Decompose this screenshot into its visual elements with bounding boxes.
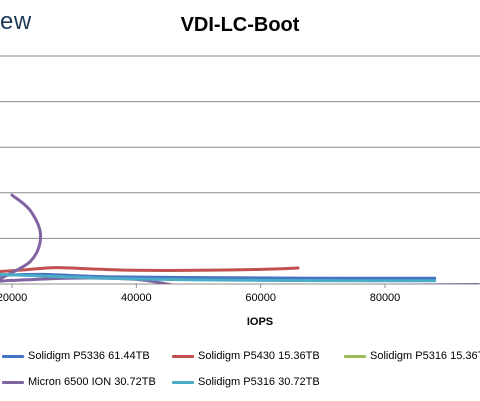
legend-item: Solidigm P5336 61.44TB (2, 350, 150, 362)
legend-label: Solidigm P5336 61.44TB (28, 350, 150, 362)
brand-logo: ew (0, 8, 32, 35)
legend-label: Solidigm P5316 30.72TB (198, 376, 320, 388)
x-tick-label: 40000 (121, 292, 152, 304)
chart-legend: Solidigm P5336 61.44TB Solidigm P5430 15.… (0, 346, 480, 396)
legend-item: Solidigm P5430 15.36TB (172, 350, 320, 362)
series-line-0 (0, 272, 437, 280)
legend-swatch (344, 354, 366, 358)
legend-label: Solidigm P5316 15.36TB (370, 350, 480, 362)
x-axis-label: IOPS (246, 316, 274, 328)
x-tick-label: 80000 (370, 292, 401, 304)
legend-label: Micron 6500 ION 30.72TB (28, 376, 156, 388)
legend-item: Micron 6500 ION 30.72TB (2, 376, 156, 388)
legend-swatch (2, 380, 24, 384)
legend-swatch (2, 354, 24, 358)
legend-swatch (172, 354, 194, 358)
x-tick-label: 60000 (245, 292, 276, 304)
chart-title: VDI-LC-Boot (180, 14, 300, 36)
series-line-4 (0, 272, 437, 283)
series-line-1 (0, 266, 300, 273)
legend-item: Solidigm P5316 15.36TB (344, 350, 480, 362)
legend-item: Solidigm P5316 30.72TB (172, 376, 320, 388)
legend-swatch (172, 380, 194, 384)
legend-label: Solidigm P5430 15.36TB (198, 350, 320, 362)
chart-plot: 20000 40000 60000 80000 (0, 55, 480, 304)
x-tick-label: 20000 (0, 292, 27, 304)
